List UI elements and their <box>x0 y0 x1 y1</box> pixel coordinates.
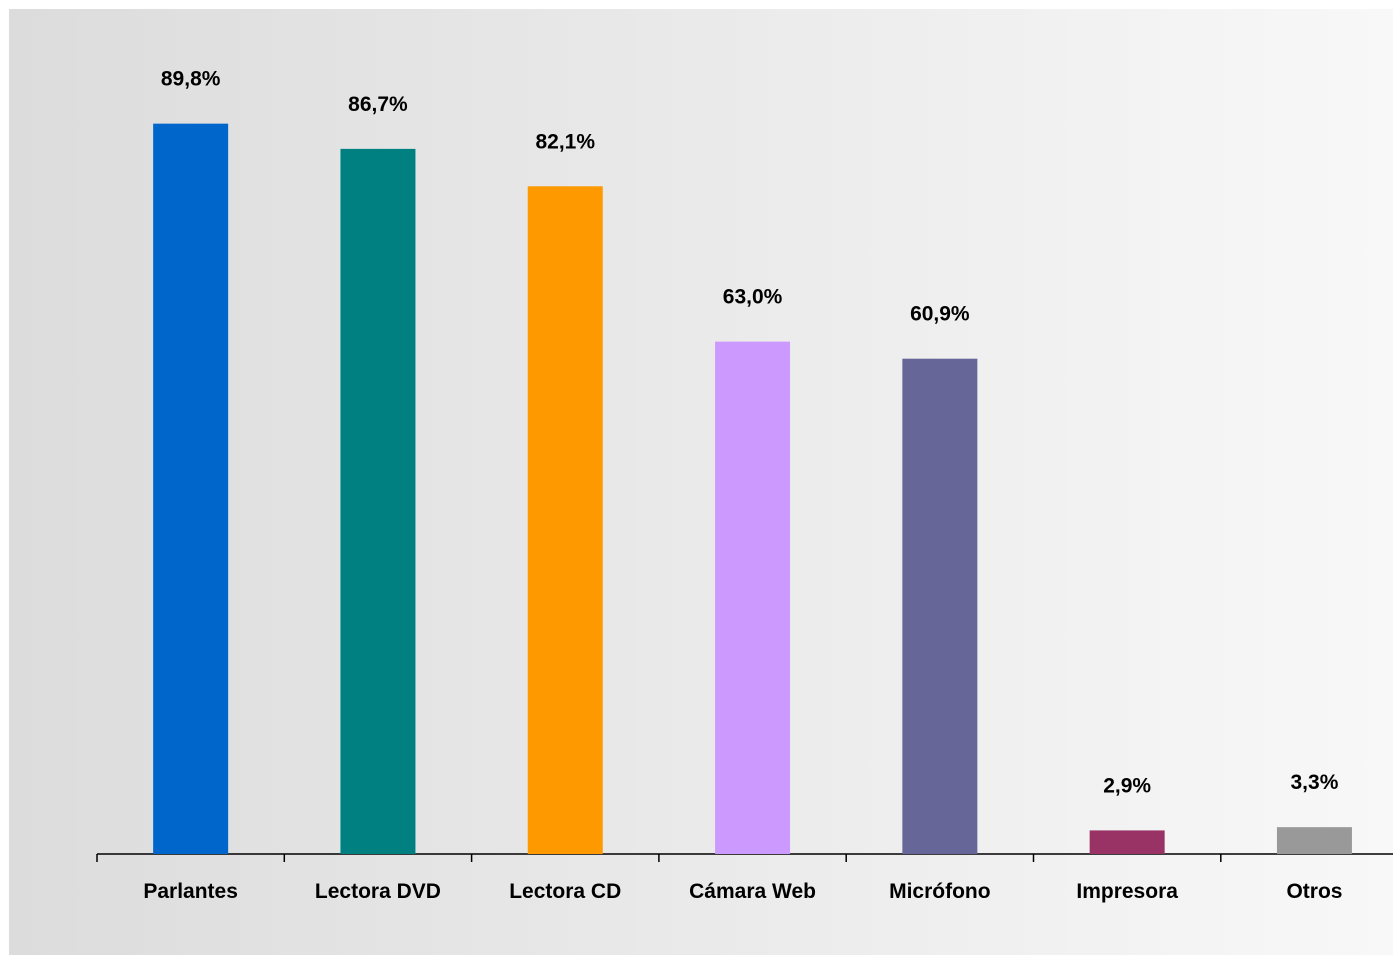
value-labels-group: 89,8% 86,7% 82,1% 63,0% 60,9% 2,9% 3,3% <box>161 68 1339 798</box>
bar-4 <box>715 341 791 855</box>
bar-1 <box>153 123 229 854</box>
bar-7 <box>1276 827 1352 854</box>
value-label: 82,1% <box>535 130 595 153</box>
category-label: Lectora DVD <box>315 880 441 903</box>
bar-6 <box>1089 830 1165 854</box>
value-label: 2,9% <box>1103 774 1151 797</box>
value-label: 60,9% <box>910 303 970 326</box>
value-label: 86,7% <box>348 93 408 116</box>
category-label: Parlantes <box>143 880 238 903</box>
bars-group <box>153 123 1352 855</box>
x-axis-ticks <box>96 854 1222 862</box>
category-label: Otros <box>1286 880 1342 903</box>
value-label: 63,0% <box>723 286 783 309</box>
value-label: 89,8% <box>161 68 221 91</box>
category-label: Lectora CD <box>509 880 621 903</box>
category-label: Impresora <box>1076 880 1178 903</box>
bar-5 <box>902 358 978 854</box>
category-label: Micrófono <box>889 880 990 903</box>
category-label: Cámara Web <box>689 880 816 903</box>
bar-2 <box>340 148 416 854</box>
value-label: 3,3% <box>1291 771 1339 794</box>
category-labels-group: Parlantes Lectora DVD Lectora CD Cámara Web… <box>143 880 1342 903</box>
bar-3 <box>527 186 603 854</box>
chart-background <box>9 9 1393 955</box>
